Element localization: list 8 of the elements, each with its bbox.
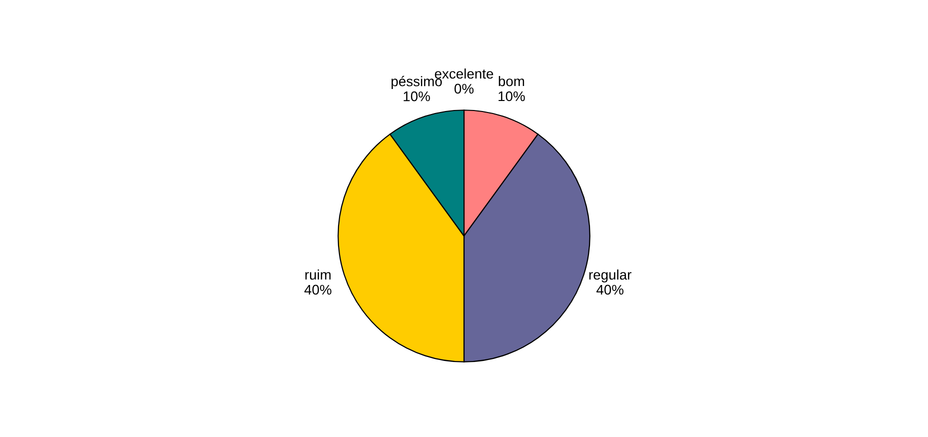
slice-label: regular: [589, 269, 632, 282]
text: 0%: [454, 84, 474, 94]
data-label: 10%: [404, 91, 430, 102]
data-label: 40%: [304, 284, 332, 295]
data-label: 10%: [498, 91, 525, 102]
data-label: 40%: [596, 284, 624, 295]
slice-label: ruim: [305, 269, 331, 280]
slice-label: bom: [498, 76, 524, 86]
